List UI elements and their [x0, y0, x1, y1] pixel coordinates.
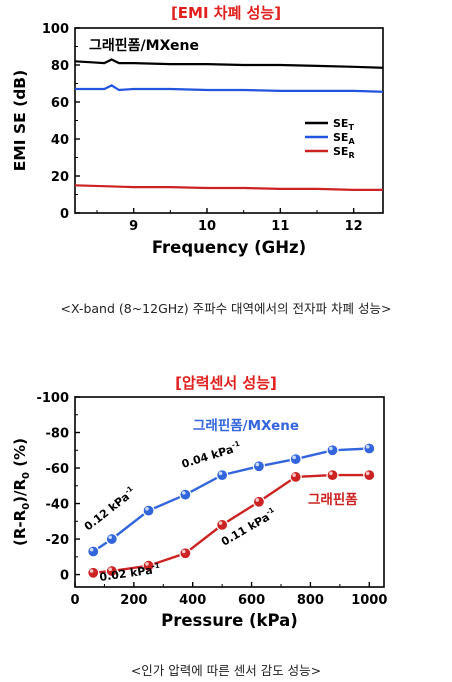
- chart2-xtick-label: 800: [297, 593, 324, 608]
- chart2-caption: <인가 압력에 따른 센서 감도 성능>: [130, 663, 322, 678]
- chart2-xlabel: Pressure (kPa): [161, 611, 298, 630]
- chart2-data-point-highlight: [145, 562, 149, 566]
- chart1-xtick-label: 9: [129, 219, 138, 234]
- chart2-title: [압력센서 성능]: [175, 374, 277, 392]
- chart2-ylabel: (R-R0)/R0 (%): [11, 438, 32, 546]
- chart1-ytick-label: 40: [51, 133, 69, 148]
- chart2-data-point: [289, 470, 302, 484]
- chart1-ticks: 0 20 40 60 80 100 9 10 11 12: [42, 22, 363, 234]
- chart2-data-point-highlight: [218, 521, 223, 525]
- chart2-slope-annotation: 0.02 kPa-1: [98, 562, 161, 584]
- chart2-data-point: [216, 518, 229, 531]
- chart1-ytick-label: 0: [60, 207, 69, 222]
- chart2-data-point-highlight: [145, 507, 149, 511]
- chart2-ytick-label: -20: [46, 533, 70, 548]
- chart2-ytick-label: -40: [46, 498, 70, 513]
- chart2-series-label: 그래핀폼: [308, 492, 358, 508]
- chart1-series-line-ser: [74, 184, 383, 191]
- chart2-data-point: [105, 532, 118, 546]
- chart1-series-line-set: [74, 58, 384, 69]
- chart1-xtick-label: 10: [198, 219, 216, 234]
- chart2-data-point: [216, 469, 229, 482]
- chart2-data-point-highlight: [255, 498, 260, 502]
- chart1-series: [74, 58, 384, 191]
- chart1-legend-label: SER: [333, 145, 355, 160]
- chart2-xtick-label: 1000: [351, 593, 387, 608]
- chart2-ytick-label: 0: [60, 569, 69, 584]
- chart2-data-point-highlight: [89, 569, 94, 573]
- chart1-caption: <X-band (8~12GHz) 주파수 대역에서의 전자파 차폐 성능>: [60, 301, 392, 316]
- chart2-ytick-label: -100: [36, 391, 69, 406]
- emi-chart: 0 20 40 60 80 100 9 10 11 12 그래핀폼/MXene SETSEASER…: [11, 22, 384, 257]
- chart2-data-point: [326, 469, 339, 482]
- chart2-data-point-highlight: [292, 455, 296, 460]
- chart2-xtick-label: 0: [70, 593, 79, 608]
- chart1-title: [EMI 차폐 성능]: [170, 4, 282, 22]
- chart2-data-point: [252, 495, 266, 508]
- chart2-annotations: 0.12 kPa-10.04 kPa-10.02 kPa-10.11 kPa-1: [82, 440, 276, 584]
- chart1-series-line-sea: [75, 84, 384, 93]
- chart2-data-point: [142, 504, 155, 517]
- chart1-ytick-label: 20: [51, 170, 69, 185]
- chart2-data-point-highlight: [365, 444, 370, 449]
- chart2-data-point-highlight: [255, 462, 260, 467]
- chart2-ytick-label: -80: [46, 427, 70, 442]
- chart2-series: [87, 442, 376, 579]
- chart1-xtick-label: 11: [271, 219, 289, 234]
- chart1-ytick-label: 100: [42, 22, 69, 37]
- chart2-data-point-highlight: [218, 471, 223, 476]
- chart2-xtick-label: 200: [120, 593, 147, 608]
- chart2-data-point: [87, 566, 100, 579]
- chart2-data-point: [179, 547, 192, 560]
- chart2-xtick-label: 600: [238, 593, 265, 608]
- chart2-series-labels: 그래핀폼/MXene 그래핀폼: [193, 418, 358, 508]
- chart2-data-point-highlight: [292, 473, 296, 477]
- chart2-ticks: -100 -80 -60 -40 -20 00 200 400 600 800 1000: [36, 391, 387, 608]
- chart2-ytick-label: -60: [46, 462, 70, 477]
- chart1-legend-label: SET: [333, 117, 354, 132]
- chart2-data-point-highlight: [329, 471, 333, 476]
- chart2-plot-frame: [74, 396, 385, 588]
- chart1-ytick-label: 80: [51, 59, 69, 74]
- chart1-ytick-label: 60: [51, 96, 69, 111]
- chart2-data-point-highlight: [365, 471, 370, 476]
- chart2-xtick-label: 400: [179, 593, 206, 608]
- chart2-series-line-1: [93, 473, 370, 574]
- chart1-ylabel: EMI SE (dB): [11, 70, 29, 171]
- chart2-data-point-highlight: [108, 567, 112, 572]
- chart2-data-point: [326, 444, 339, 457]
- chart2-data-point-highlight: [108, 535, 112, 540]
- chart2-series-label: 그래핀폼/MXene: [193, 418, 299, 434]
- chart2-data-point: [179, 488, 192, 501]
- chart1-annotation: 그래핀폼/MXene: [89, 38, 199, 54]
- chart2-data-point: [363, 469, 376, 482]
- chart2-data-point: [363, 442, 376, 455]
- chart2-data-point: [87, 545, 100, 558]
- chart2-data-point: [252, 460, 266, 473]
- chart2-data-point-highlight: [329, 446, 333, 451]
- chart2-data-point: [289, 453, 302, 466]
- chart2-data-point-highlight: [181, 549, 186, 554]
- chart2-data-point-highlight: [181, 491, 186, 495]
- chart2-data-point-highlight: [89, 547, 94, 552]
- chart1-legend-label: SEA: [333, 131, 355, 146]
- chart1-xtick-label: 12: [345, 219, 363, 234]
- chart2-slope-annotation: 0.04 kPa-1: [180, 440, 243, 471]
- chart1-xlabel: Frequency (GHz): [152, 238, 306, 257]
